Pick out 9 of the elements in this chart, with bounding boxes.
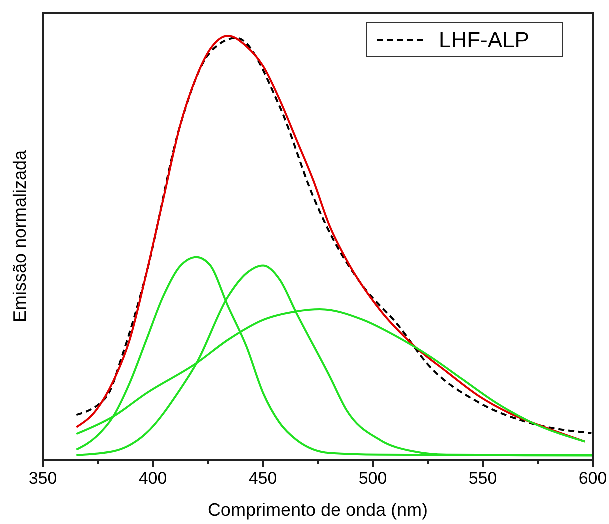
y-axis-title: Emissão normalizada (10, 149, 30, 323)
x-axis-title: Comprimento de onda (nm) (208, 500, 428, 520)
x-tick-label: 600 (578, 469, 608, 488)
x-tick-label: 550 (468, 469, 498, 488)
legend-label: LHF-ALP (439, 28, 530, 53)
x-tick-label: 350 (28, 469, 58, 488)
x-tick-label: 500 (358, 469, 388, 488)
x-tick-label: 450 (248, 469, 278, 488)
x-tick-label: 400 (138, 469, 168, 488)
